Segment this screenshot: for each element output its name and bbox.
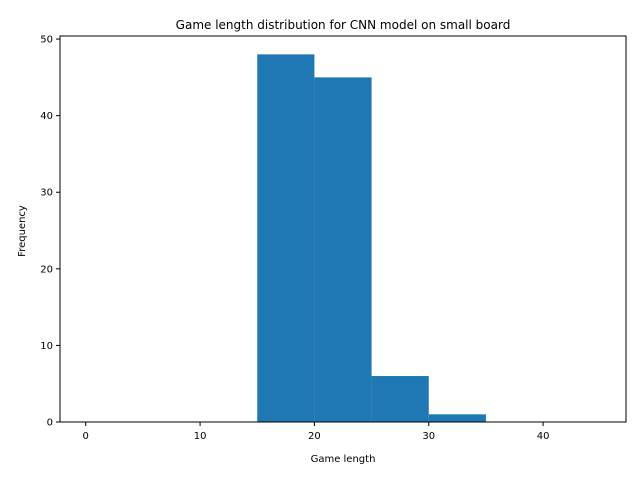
- y-tick-label: 50: [40, 35, 53, 46]
- x-axis-label: Game length: [311, 454, 376, 465]
- y-axis-label: Frequency: [17, 205, 28, 257]
- plot-frame: [59, 35, 627, 423]
- x-tick-label: 30: [422, 431, 435, 442]
- histogram-bar-6: [428, 414, 486, 422]
- x-tick-label: 10: [194, 431, 207, 442]
- y-tick-label: 10: [40, 341, 53, 352]
- x-tick-label: 40: [537, 431, 550, 442]
- y-axis-ticks: 0 10 20 30 40 50: [40, 35, 60, 429]
- chart-title: Game length distribution for CNN model o…: [176, 18, 511, 32]
- x-tick-label: 0: [83, 431, 89, 442]
- y-tick-label: 40: [40, 111, 53, 122]
- x-tick-label: 20: [308, 431, 321, 442]
- histogram-bar-5: [371, 376, 429, 422]
- bars-group: [257, 54, 486, 422]
- y-tick-label: 0: [47, 418, 53, 429]
- y-tick-label: 30: [40, 188, 53, 199]
- y-tick-label: 20: [40, 264, 53, 275]
- histogram-bar-4: [314, 77, 372, 422]
- x-axis-ticks: 0 10 20 30 40: [83, 422, 550, 442]
- histogram-bar-3: [257, 54, 315, 422]
